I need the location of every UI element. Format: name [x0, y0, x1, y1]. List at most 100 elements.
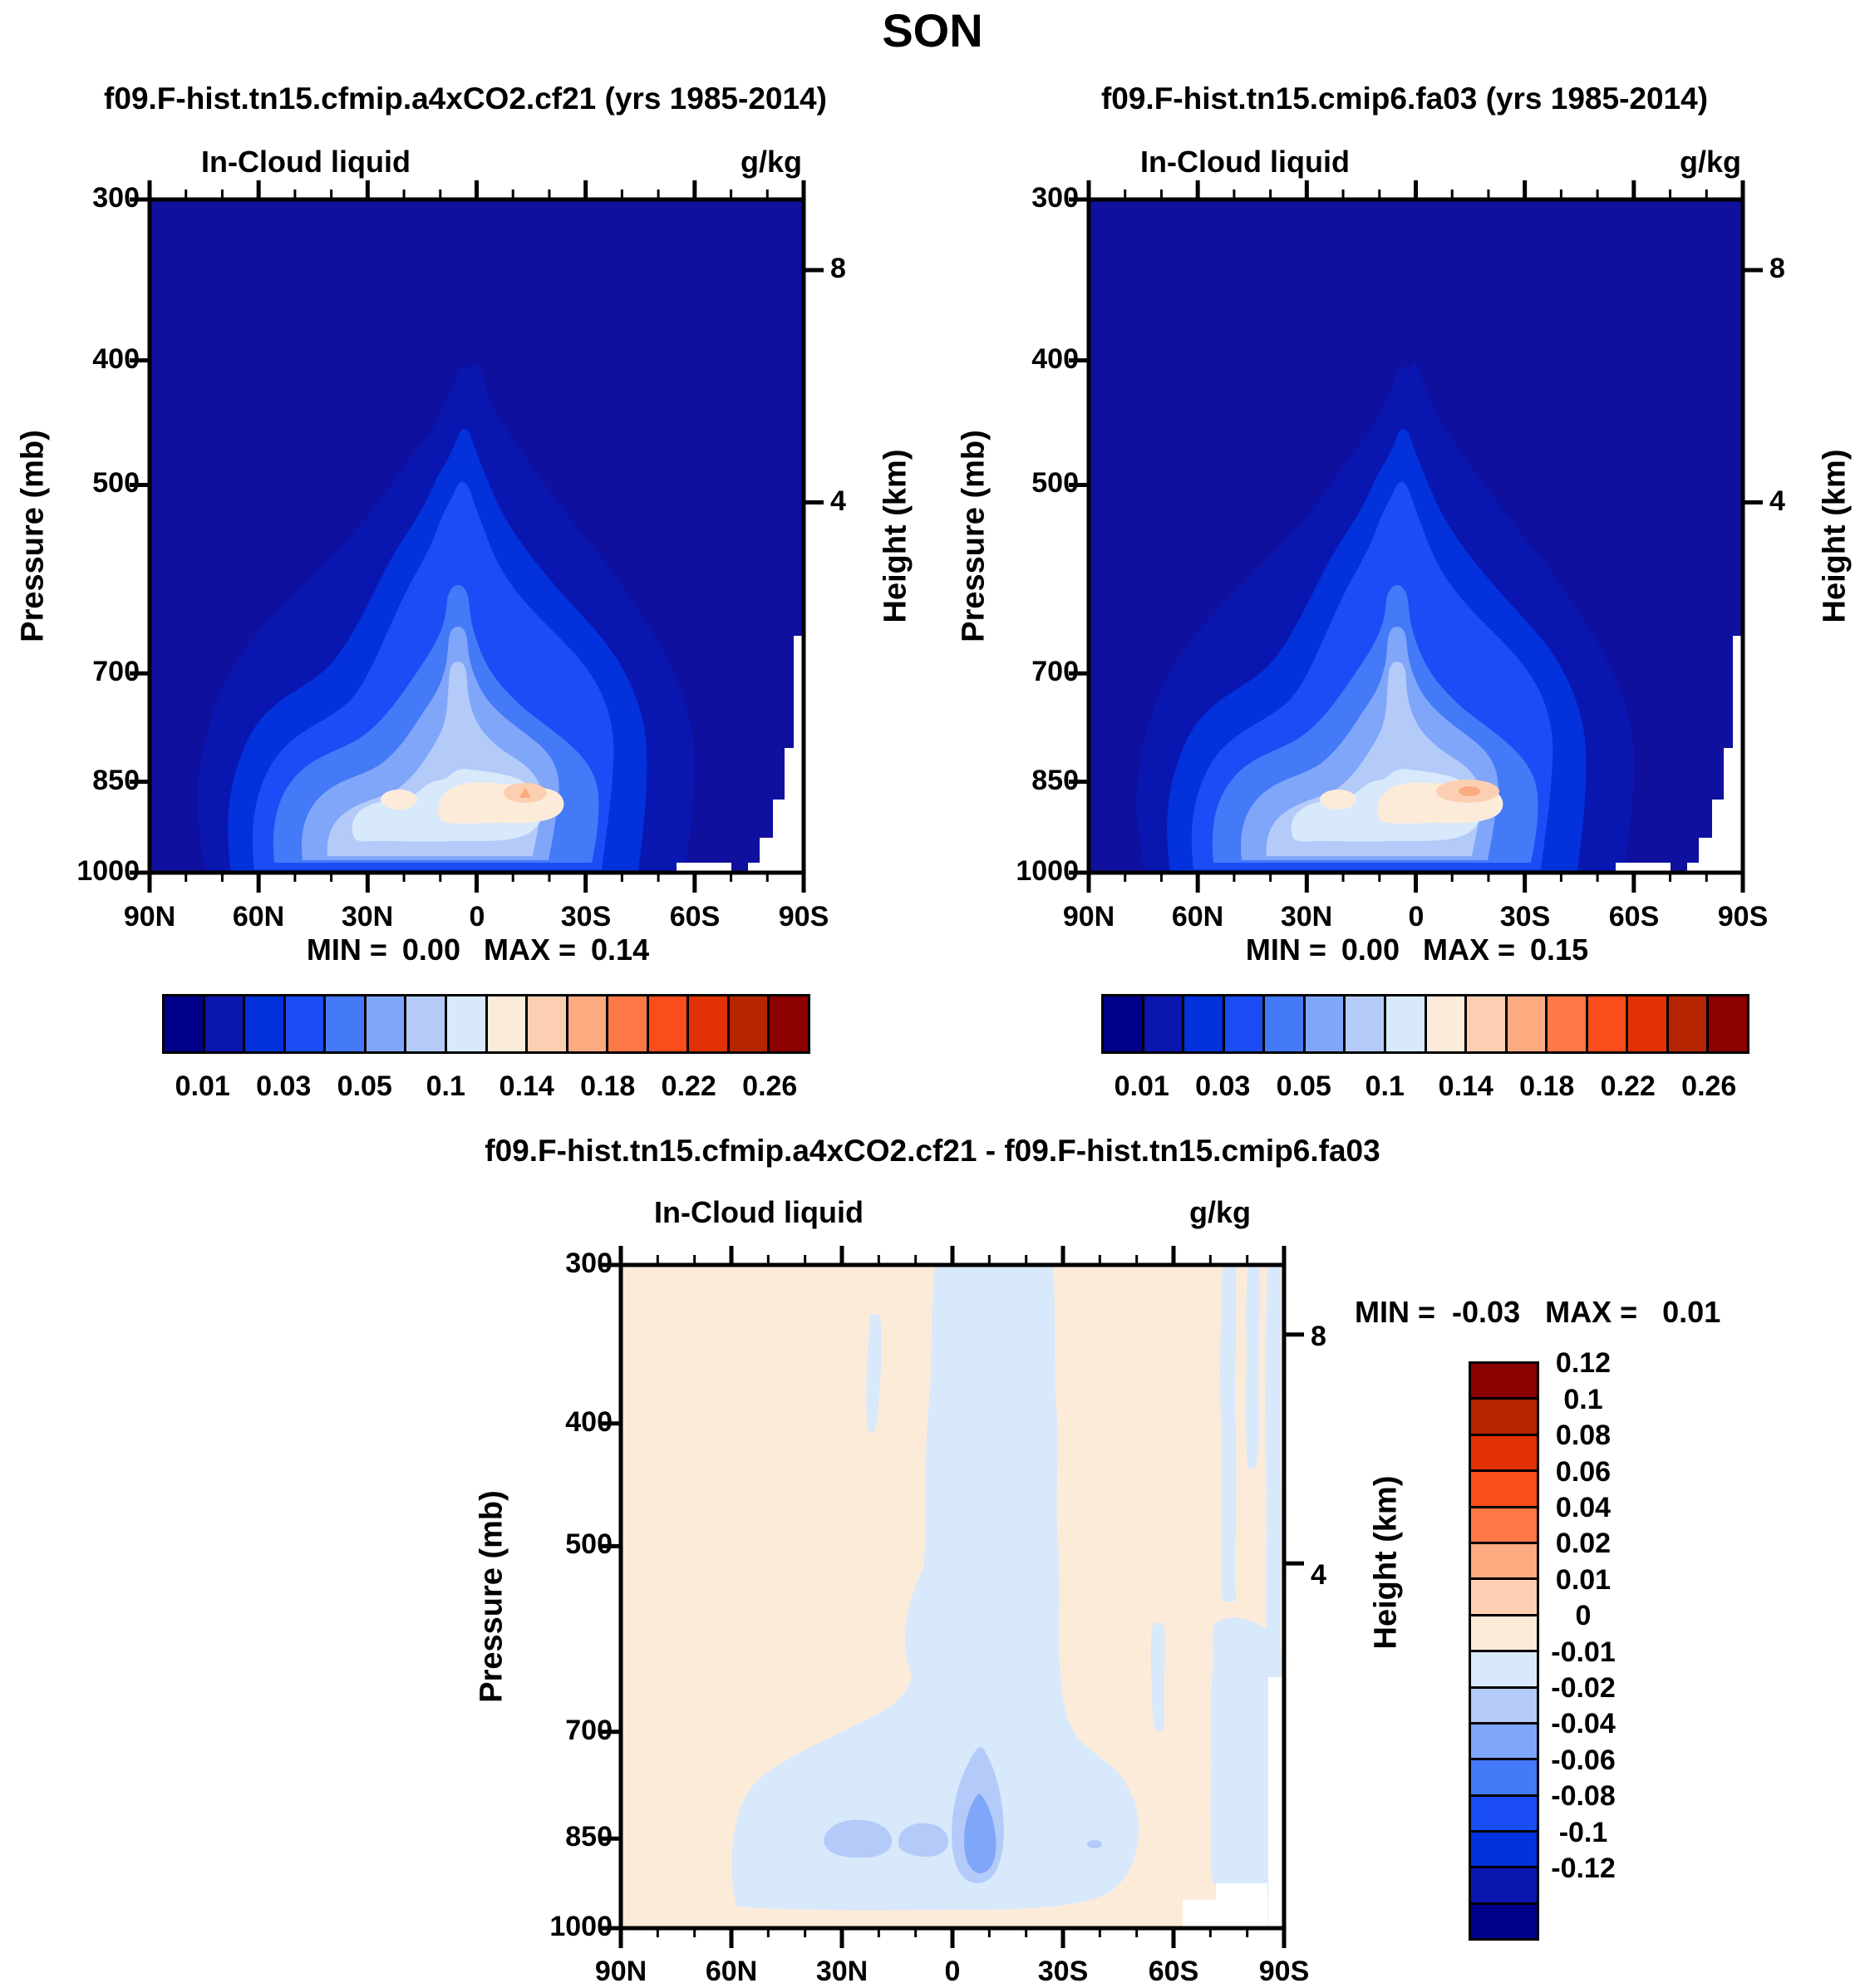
colorbar-cell: [1222, 994, 1266, 1054]
pressure-tick: 500: [565, 1528, 613, 1560]
colorbar-cell: [1469, 1758, 1539, 1797]
colorbar-label: 0.14: [499, 1070, 554, 1102]
colorbar-cell: [1469, 1505, 1539, 1544]
colorbar-label: -0.01: [1551, 1636, 1616, 1668]
colorbar-label: -0.08: [1551, 1780, 1616, 1813]
field-label: In-Cloud liquid: [201, 145, 411, 179]
height-axis-label: Height (km): [878, 449, 913, 623]
colorbar-label: 0.22: [661, 1070, 716, 1102]
lat-tick: 60S: [1608, 901, 1660, 932]
colorbar-cell: [1469, 1830, 1539, 1869]
colorbar-cell: [485, 994, 529, 1054]
colorbar-label: 0.01: [1114, 1070, 1169, 1102]
colorbar-left-labels: 0.01 0.03 0.05 0.1 0.14 0.18 0.22 0.26: [162, 1070, 810, 1107]
contour-plot-right: [1069, 180, 1763, 893]
colorbar-label: -0.04: [1551, 1708, 1616, 1740]
pressure-tick: 850: [1031, 765, 1079, 796]
lat-tick: 90S: [1258, 1956, 1310, 1987]
pressure-tick: 850: [92, 765, 140, 796]
lat-tick: 0: [1408, 901, 1425, 932]
colorbar-label: 0.1: [426, 1070, 465, 1102]
pressure-tick: 300: [565, 1247, 613, 1279]
colorbar-cell: [1141, 994, 1185, 1054]
colorbar-cell: [1545, 994, 1588, 1054]
colorbar-cell: [323, 994, 367, 1054]
height-tick: 4: [1769, 485, 1785, 517]
colorbar-label: 0.01: [175, 1070, 230, 1102]
units-label: g/kg: [1679, 145, 1741, 179]
colorbar-cell: [1469, 1541, 1539, 1581]
colorbar-cell: [1469, 1361, 1539, 1400]
pressure-axis-label: Pressure (mb): [15, 430, 51, 642]
colorbar-label: 0.04: [1555, 1492, 1612, 1523]
pressure-tick: 700: [1031, 656, 1079, 687]
lat-tick: 90S: [1717, 901, 1769, 932]
colorbar-left: [162, 994, 810, 1054]
colorbar-cell: [1182, 994, 1225, 1054]
lat-tick: 60N: [1171, 901, 1224, 932]
colorbar-cell: [1469, 1613, 1539, 1653]
colorbar-label: 0.12: [1555, 1347, 1612, 1380]
lat-tick: 30S: [560, 901, 612, 932]
units-label: g/kg: [740, 145, 802, 179]
pressure-tick: 700: [565, 1715, 613, 1746]
colorbar-cell: [1469, 1794, 1539, 1833]
pressure-axis-label: Pressure (mb): [956, 430, 992, 642]
colorbar-cell: [1469, 1397, 1539, 1436]
contour-field: [1089, 199, 1743, 873]
colorbar-label: 0.14: [1438, 1070, 1493, 1102]
colorbar-cell: [1469, 1902, 1539, 1941]
colorbar-right: [1101, 994, 1749, 1054]
colorbar-label: -0.12: [1551, 1853, 1616, 1884]
plot-frame: [1086, 197, 1745, 875]
panel-subtitle: In-Cloud liquid g/kg: [654, 1195, 1251, 1230]
colorbar-label: 0.05: [1276, 1070, 1331, 1102]
contour-field: [621, 1265, 1284, 1928]
lat-tick: 90N: [1062, 901, 1115, 932]
height-tick: 8: [1311, 1321, 1326, 1352]
lat-tick: 60S: [669, 901, 721, 932]
plot-frame: [618, 1262, 1287, 1931]
colorbar-label: 0.18: [1519, 1070, 1575, 1102]
plot-frame: [147, 197, 806, 875]
pressure-tick: 400: [1031, 343, 1079, 375]
pressure-tick: 1000: [549, 1911, 613, 1942]
colorbar-cell: [162, 994, 205, 1054]
colorbar-label: 0.03: [1195, 1070, 1251, 1102]
contour-plot-left: [130, 180, 824, 893]
colorbar-label: 0.18: [580, 1070, 636, 1102]
colorbar-label: -0.1: [1558, 1816, 1608, 1848]
colorbar-label: 0.26: [742, 1070, 798, 1102]
colorbar-label: 0.06: [1555, 1455, 1612, 1488]
colorbar-cell: [1626, 994, 1669, 1054]
pressure-tick: 400: [565, 1406, 613, 1438]
colorbar-cell: [1343, 994, 1386, 1054]
height-tick: 8: [1769, 253, 1785, 284]
lat-tick: 90N: [594, 1956, 647, 1987]
panel-top-left: f09.F-hist.tn15.cfmip.a4xCO2.cf21 (yrs 1…: [25, 75, 906, 1006]
colorbar-label: 0.01: [1555, 1563, 1612, 1596]
pressure-tick: 300: [1031, 182, 1079, 214]
colorbar-cell: [606, 994, 649, 1054]
colorbar-cell: [283, 994, 327, 1054]
colorbar-cell: [1383, 994, 1427, 1054]
colorbar-label: 0.26: [1681, 1070, 1737, 1102]
diff-minmax-readout: MIN = -0.03 MAX = 0.01: [1355, 1295, 1721, 1329]
height-tick: 4: [1311, 1559, 1326, 1591]
diff-panel-title: f09.F-hist.tn15.cfmip.a4xCO2.cf21 - f09.…: [485, 1134, 1380, 1168]
colorbar-cell: [1469, 1721, 1539, 1761]
panel-top-right: f09.F-hist.tn15.cmip6.fa03 (yrs 1985-201…: [964, 75, 1845, 1006]
colorbar-cell: [1469, 1685, 1539, 1725]
colorbar-cell: [767, 994, 810, 1054]
colorbar-label: 0.1: [1365, 1070, 1405, 1102]
lat-tick: 30S: [1499, 901, 1551, 932]
colorbar-label: 0.22: [1600, 1070, 1656, 1102]
lat-tick: 30N: [341, 901, 394, 932]
pressure-tick: 1000: [76, 855, 140, 887]
colorbar-cell: [444, 994, 488, 1054]
colorbar-label: 0.05: [337, 1070, 392, 1102]
pressure-tick: 700: [92, 656, 140, 687]
field-label: In-Cloud liquid: [654, 1195, 864, 1229]
field-label: In-Cloud liquid: [1140, 145, 1350, 179]
colorbar-cell: [726, 994, 770, 1054]
